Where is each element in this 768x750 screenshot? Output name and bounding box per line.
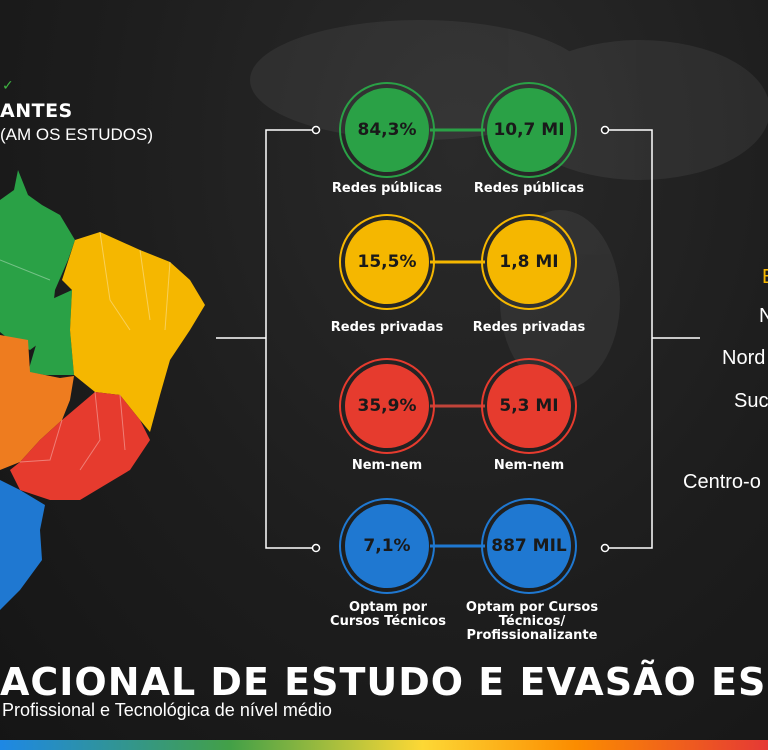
percent-circle: 35,9% (345, 364, 429, 448)
percent-value: 84,3% (357, 120, 417, 140)
ring-decor (481, 498, 577, 594)
count-value: 5,3 MI (499, 396, 559, 416)
right-label: Optam por Cursos Técnicos/ Profissionali… (465, 600, 599, 643)
left-label: Optam por Cursos Técnicos (330, 600, 446, 629)
percent-circle: 84,3% (345, 88, 429, 172)
map-region-centerwest (0, 335, 74, 470)
header-subtitle: (AM OS ESTUDOS) (0, 125, 154, 144)
top-accent-mark: ✓ (2, 78, 14, 94)
percent-value: 35,9% (357, 396, 417, 416)
region-label: N (759, 305, 768, 327)
footer-subtitle: Profissional e Tecnológica de nível médi… (2, 700, 332, 720)
region-label: Nord (722, 347, 766, 369)
left-label: Redes públicas (331, 181, 443, 196)
right-label: Redes privadas (472, 320, 586, 335)
percent-circle: 15,5% (345, 220, 429, 304)
count-circle: 5,3 MI (487, 364, 571, 448)
region-label: Suc (734, 390, 768, 412)
percent-circle: 7,1% (345, 504, 429, 588)
count-circle: 1,8 MI (487, 220, 571, 304)
map-region-north (0, 170, 75, 350)
map-region-north-tocantins (28, 290, 74, 375)
map-region-southeast (10, 392, 150, 500)
header-title: ANTES (0, 100, 73, 122)
ring-decor (339, 358, 435, 454)
rainbow-bar (0, 740, 768, 750)
left-label: Redes privadas (330, 320, 444, 335)
footer-title: ACIONAL DE ESTUDO E EVASÃO ESC (0, 660, 768, 704)
region-label: E (762, 266, 768, 289)
ring-decor (481, 358, 577, 454)
count-value: 887 MIL (491, 536, 567, 556)
ring-decor (339, 498, 435, 594)
ring-decor (339, 214, 435, 310)
percent-value: 7,1% (363, 536, 411, 556)
map-region-northeast (62, 232, 205, 432)
right-label: Redes públicas (473, 181, 585, 196)
region-label: Centro-o (683, 471, 761, 493)
map-region-south (0, 480, 45, 610)
ring-decor (339, 82, 435, 178)
count-circle: 887 MIL (487, 504, 571, 588)
percent-value: 15,5% (357, 252, 417, 272)
count-circle: 10,7 MI (487, 88, 571, 172)
right-label: Nem-nem (493, 458, 565, 473)
left-label: Nem-nem (351, 458, 423, 473)
ring-decor (481, 82, 577, 178)
count-value: 10,7 MI (493, 120, 565, 140)
count-value: 1,8 MI (499, 252, 559, 272)
ring-decor (481, 214, 577, 310)
